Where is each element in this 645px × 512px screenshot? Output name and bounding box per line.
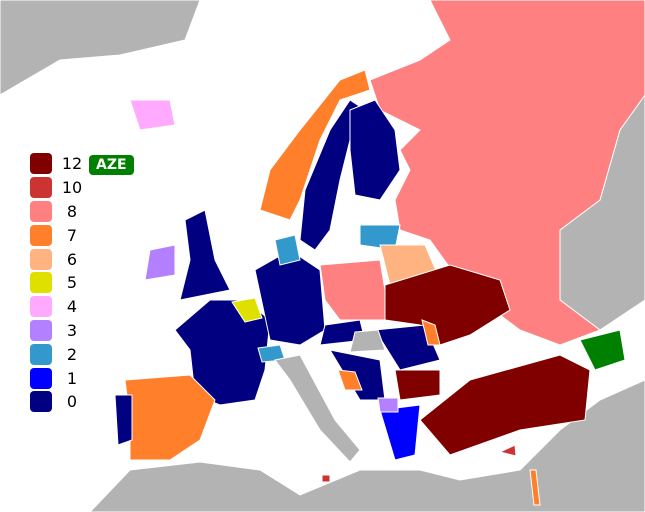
region-score-3 (144, 244, 176, 281)
region-score-3 (377, 397, 399, 413)
legend-swatch (30, 272, 52, 294)
region-score-5 (231, 297, 263, 323)
legend-item: 4 (30, 295, 85, 319)
legend: 12 10 8 7 6 5 4 3 2 1 0 (30, 152, 85, 414)
legend-label: 3 (66, 320, 78, 340)
region-score-12 (419, 354, 591, 456)
region-score-0 (374, 324, 441, 371)
legend-swatch (30, 319, 52, 341)
legend-swatch (30, 200, 52, 222)
region-score-0 (328, 349, 386, 401)
region-score-2 (274, 234, 301, 266)
legend-label: 4 (66, 297, 78, 317)
legend-label: 5 (66, 273, 78, 293)
legend-label: 6 (66, 249, 78, 269)
region-score-0 (349, 99, 401, 201)
legend-label: 10 (61, 178, 83, 198)
region-score-land (89, 379, 645, 512)
legend-swatch (30, 248, 52, 270)
region-score-7 (124, 374, 216, 461)
region-score-7 (337, 369, 363, 391)
region-score-land (0, 0, 201, 96)
region-score-0 (114, 394, 133, 446)
legend-label: 0 (66, 392, 78, 412)
region-score-8 (319, 259, 391, 321)
legend-label: 7 (66, 225, 78, 245)
legend-item: 6 (30, 247, 85, 271)
region-score-12 (394, 369, 441, 401)
region-score-land (349, 329, 386, 353)
legend-label: 2 (66, 344, 78, 364)
legend-swatch (30, 343, 52, 365)
legend-item: 3 (30, 319, 85, 343)
legend-swatch (30, 224, 52, 246)
legend-swatch (30, 153, 52, 175)
legend-label: 1 (66, 368, 78, 388)
legend-swatch (30, 177, 52, 199)
legend-swatch (30, 296, 52, 318)
region-score-12 (384, 264, 511, 346)
legend-label: 12 (61, 154, 83, 174)
region-score-10 (498, 444, 517, 457)
legend-item: 0 (30, 390, 85, 414)
legend-item: 7 (30, 223, 85, 247)
legend-label: 8 (66, 201, 78, 221)
region-score-land (274, 354, 361, 463)
region-score-10 (321, 474, 331, 483)
legend-item: 5 (30, 271, 85, 295)
region-score-7 (259, 69, 371, 221)
region-score-0 (174, 299, 271, 406)
region-score-1 (379, 404, 421, 461)
legend-item: 10 (30, 176, 85, 200)
region-score-7 (421, 319, 441, 346)
region-score-4 (129, 99, 176, 131)
legend-item: 12 (30, 152, 85, 176)
legend-item: 1 (30, 366, 85, 390)
aze-badge: AZE (89, 155, 134, 175)
region-score-AZE (579, 329, 626, 371)
region-score-7 (529, 469, 541, 506)
legend-swatch (30, 391, 52, 413)
region-score-0 (179, 209, 231, 301)
legend-swatch (30, 367, 52, 389)
legend-item: 8 (30, 200, 85, 224)
legend-item: 2 (30, 342, 85, 366)
